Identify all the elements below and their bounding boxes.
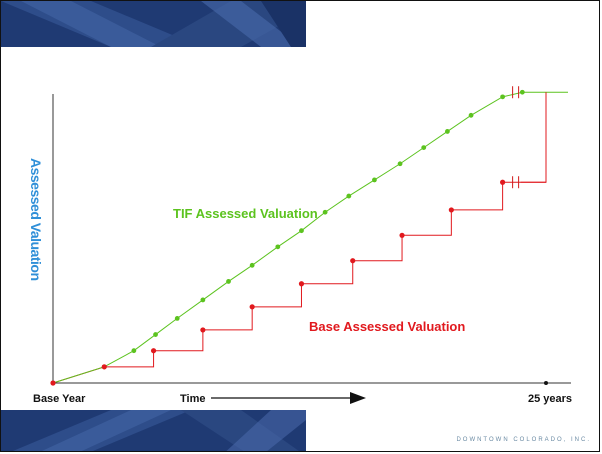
tif-data-point — [519, 89, 525, 95]
base-data-point — [350, 258, 356, 264]
tif-break-marker — [512, 86, 520, 99]
time-arrow — [211, 392, 366, 404]
series-layer — [50, 86, 568, 386]
tif-data-point — [200, 297, 206, 303]
base-break-marker — [512, 176, 520, 189]
base-data-point — [448, 207, 454, 213]
tif-data-point — [346, 193, 352, 199]
tif-data-point — [153, 332, 158, 337]
x-end-marker — [544, 381, 548, 385]
tif-increment-bracket — [520, 92, 547, 183]
tif-data-point — [275, 244, 281, 250]
footer-watermark: DOWNTOWN COLORADO, INC. — [456, 437, 591, 443]
bottom-banner — [1, 410, 306, 451]
x-axis-label: Time — [180, 393, 205, 405]
tif-data-point — [226, 279, 231, 284]
base-series-label: Base Assessed Valuation — [309, 319, 465, 334]
x-end-label: 25 years — [528, 393, 572, 405]
tif-series-line — [52, 91, 546, 384]
tif-data-point — [372, 177, 377, 183]
base-data-point — [200, 327, 206, 333]
y-axis-label: Assessed Valuation — [28, 158, 44, 281]
top-banner — [1, 1, 306, 47]
base-data-point — [249, 304, 255, 310]
tif-data-point — [421, 145, 427, 151]
base-data-point — [50, 380, 56, 386]
base-data-point — [150, 348, 157, 354]
base-data-point — [101, 364, 107, 370]
tif-data-point — [397, 161, 403, 167]
tif-data-point — [249, 262, 255, 268]
tif-series-label: TIF Assessed Valuation — [173, 206, 318, 221]
tif-data-point — [500, 94, 506, 100]
tif-data-point — [174, 315, 180, 321]
chart-panel — [12, 47, 599, 410]
x-start-label: Base Year — [33, 393, 86, 405]
base-data-point — [399, 232, 405, 238]
base-data-point — [500, 179, 506, 185]
tif-data-point — [322, 209, 328, 215]
tif-data-point — [445, 129, 450, 134]
tif-data-point — [468, 112, 474, 118]
tif-data-point — [299, 228, 304, 234]
tif-data-point — [131, 348, 137, 354]
base-data-point — [298, 281, 305, 287]
